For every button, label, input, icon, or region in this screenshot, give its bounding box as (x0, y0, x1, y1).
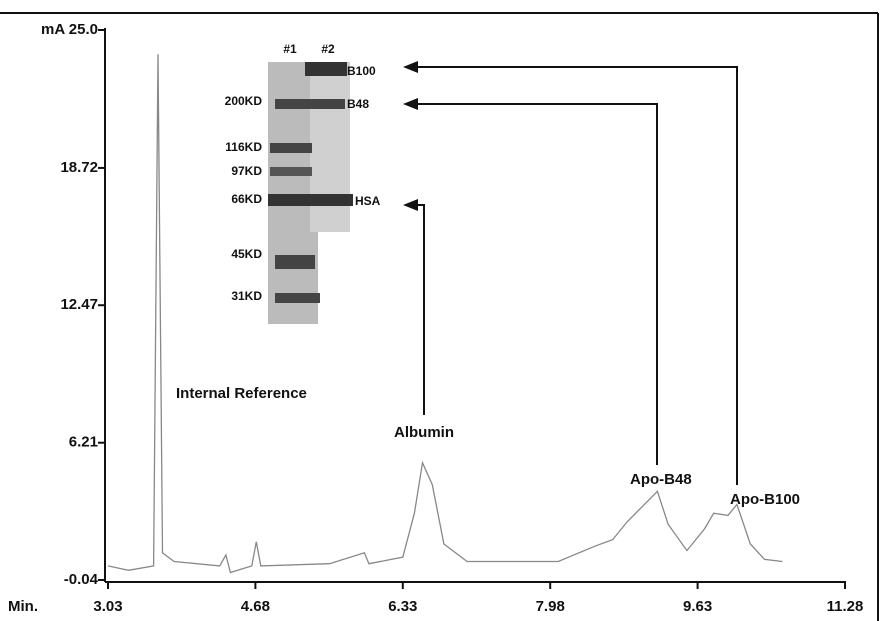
arrowhead (403, 98, 418, 110)
gel-band (275, 99, 345, 109)
y-tick-label: 6.21 (69, 434, 98, 451)
arrowhead (403, 199, 418, 211)
arrowhead (403, 61, 418, 73)
trace (107, 54, 783, 574)
x-tick-label: 6.33 (388, 598, 417, 615)
y-tick-label: -0.04 (64, 571, 99, 588)
gel-lane (310, 62, 350, 232)
marker-label: 45KD (231, 247, 262, 261)
annotation: Apo-B48 (630, 471, 692, 488)
marker-label: 116KD (225, 140, 262, 154)
band-label: B48 (347, 97, 369, 111)
gel-band (268, 194, 353, 206)
gel-band (270, 143, 312, 153)
annotation: Internal Reference (176, 385, 307, 402)
arrow (410, 66, 738, 485)
annotation: Albumin (394, 424, 454, 441)
x-tick-label: 9.63 (683, 598, 712, 615)
band-label: HSA (355, 194, 381, 208)
x-axis-label: Min. (8, 598, 38, 615)
band-label: B100 (347, 64, 376, 78)
arrow (410, 103, 658, 465)
x-tick-label: 3.03 (93, 598, 122, 615)
gel-band (275, 293, 320, 303)
y-tick-label: 12.47 (60, 296, 98, 313)
gel-band (305, 62, 347, 76)
y-tick-label: mA 25.0 (41, 21, 98, 38)
lane-label: #2 (321, 42, 335, 56)
marker-label: 31KD (231, 289, 262, 303)
marker-label: 97KD (231, 164, 262, 178)
gel-band (275, 255, 315, 269)
marker-label: 200KD (225, 94, 263, 108)
y-tick-label: 18.72 (60, 159, 98, 176)
annotation: Apo-B100 (730, 491, 800, 508)
x-tick-label: 7.98 (536, 598, 565, 615)
x-tick-label: 4.68 (241, 598, 270, 615)
marker-label: 66KD (231, 192, 262, 206)
x-tick-label: 11.28 (827, 598, 864, 615)
annotations: Internal Reference Albumin Apo-B48 Apo-B… (176, 61, 800, 508)
arrow (410, 204, 425, 415)
gel-inset: #1 #2 200KD 116KD 97KD 66KD 45KD 31KD B1… (225, 42, 381, 324)
gel-band (270, 167, 312, 176)
lane-label: #1 (283, 42, 297, 56)
